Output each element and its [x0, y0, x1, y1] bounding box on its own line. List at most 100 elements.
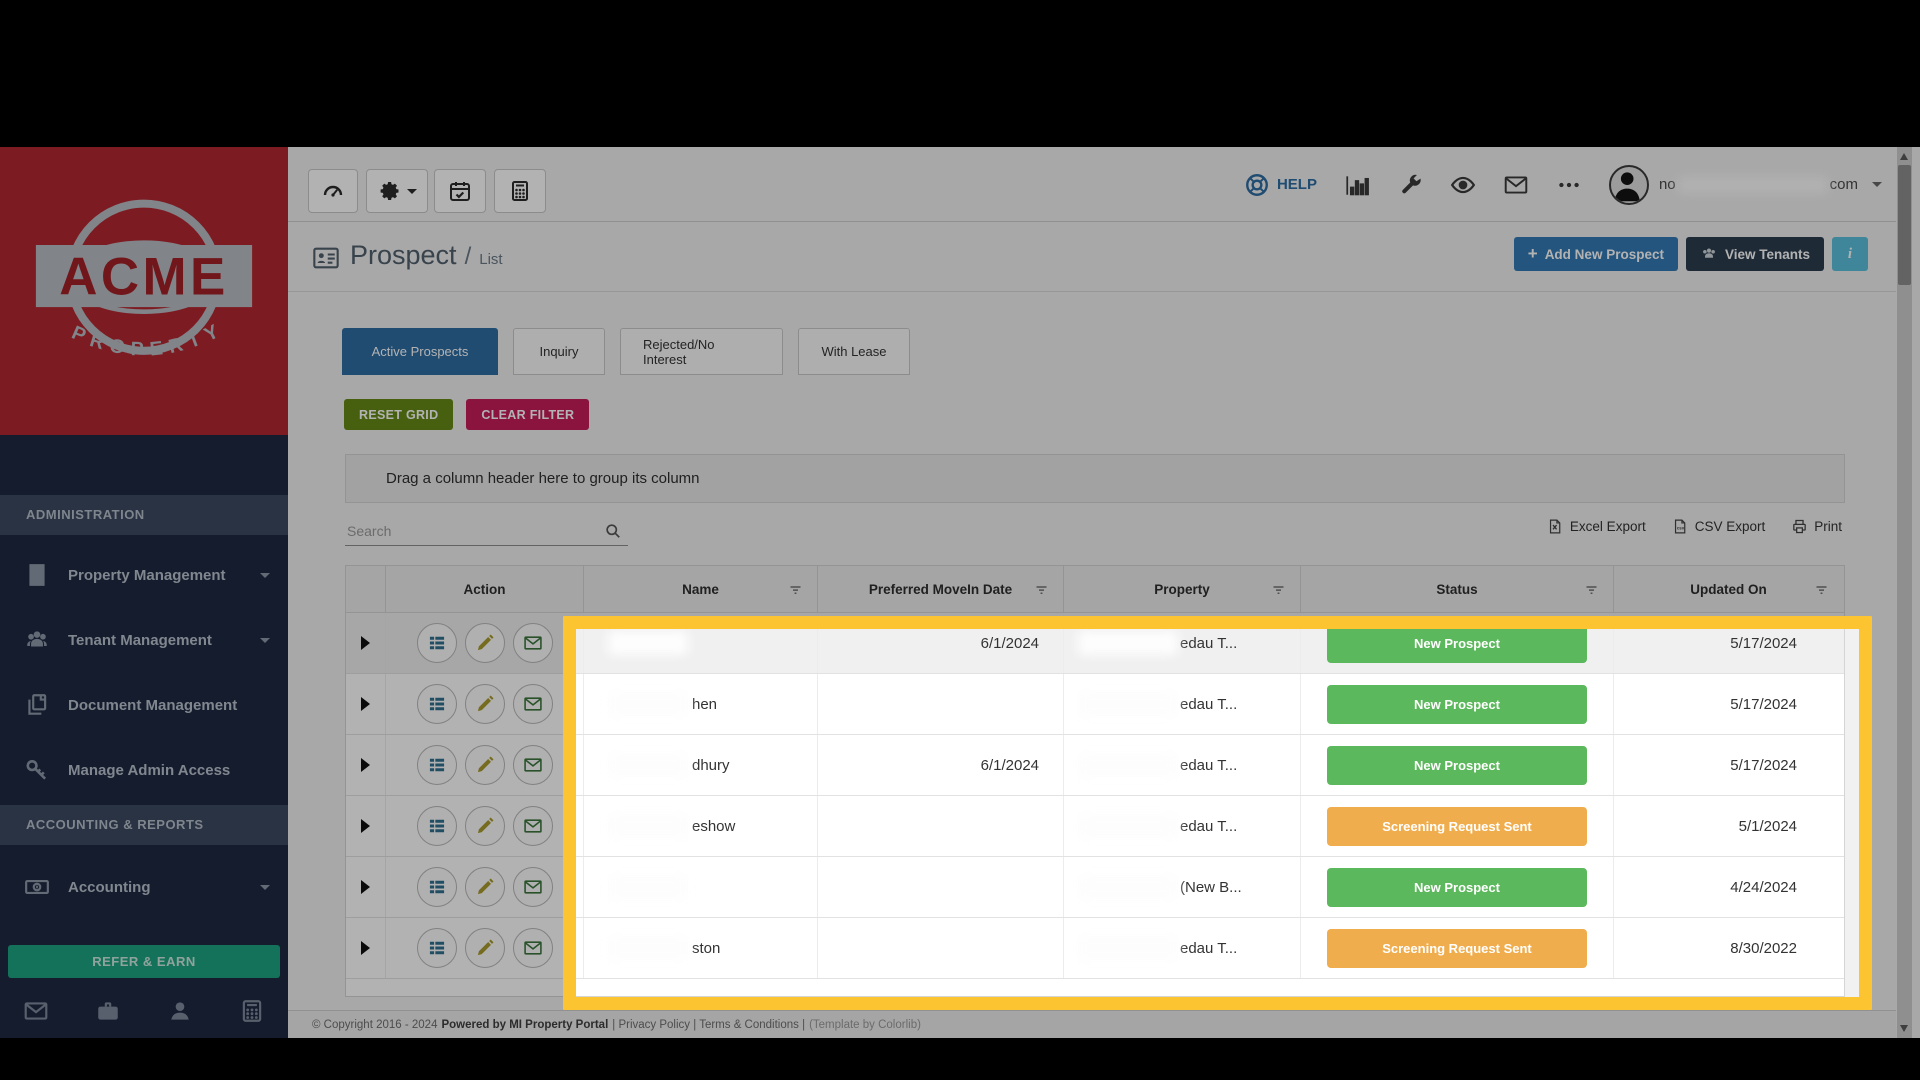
- scroll-down-arrow[interactable]: [1900, 1025, 1908, 1032]
- tab-with-lease[interactable]: With Lease: [798, 328, 910, 375]
- details-button[interactable]: [416, 867, 457, 907]
- sidebar-bottom-toolbar: [0, 989, 288, 1033]
- filter-icon[interactable]: [1034, 582, 1049, 597]
- property-visible-text: edau T...: [1180, 939, 1238, 957]
- email-redacted: [1677, 175, 1828, 194]
- row-expander[interactable]: [346, 918, 386, 978]
- add-new-prospect-button[interactable]: + Add New Prospect: [1513, 237, 1678, 271]
- header-status[interactable]: Status: [1301, 566, 1614, 612]
- edit-button[interactable]: [464, 745, 505, 785]
- edit-button[interactable]: [464, 806, 505, 846]
- email-button[interactable]: [512, 806, 553, 846]
- property-cell: (New B...: [1064, 857, 1301, 917]
- settings-menu-button[interactable]: [366, 169, 428, 213]
- help-button[interactable]: HELP: [1244, 172, 1317, 198]
- details-button[interactable]: [416, 684, 457, 724]
- filter-icon[interactable]: [1271, 582, 1286, 597]
- account-menu[interactable]: no com: [1608, 164, 1882, 205]
- status-badge: New Prospect: [1327, 867, 1587, 907]
- info-button[interactable]: i: [1832, 237, 1868, 271]
- header-preferred-movein-date[interactable]: Preferred MoveIn Date: [818, 566, 1064, 612]
- print-button[interactable]: Print: [1791, 518, 1842, 535]
- email-button[interactable]: [512, 867, 553, 907]
- scroll-up-arrow[interactable]: [1900, 153, 1908, 160]
- tools-wrench-icon[interactable]: [1397, 172, 1423, 198]
- edit-button[interactable]: [464, 867, 505, 907]
- name-cell: dhury: [584, 735, 818, 795]
- briefcase-icon[interactable]: [95, 998, 121, 1024]
- details-button[interactable]: [416, 623, 457, 663]
- email-button[interactable]: [512, 684, 553, 724]
- csv-file-icon: csv: [1674, 519, 1686, 534]
- header-action[interactable]: Action: [386, 566, 584, 612]
- sidebar-item-property-management[interactable]: Property Management: [0, 547, 288, 603]
- header-name[interactable]: Name: [584, 566, 818, 612]
- eye-icon[interactable]: [1450, 172, 1476, 198]
- pencil-icon: [477, 634, 493, 651]
- view-tenants-button[interactable]: View Tenants: [1685, 237, 1824, 271]
- movein-date-cell: [818, 674, 1064, 734]
- row-actions: [386, 674, 584, 734]
- svg-text:csv: csv: [1677, 525, 1685, 530]
- column-label: Preferred MoveIn Date: [868, 581, 1013, 597]
- csv-export-button[interactable]: csv CSV Export: [1672, 518, 1765, 535]
- calculator-button[interactable]: [494, 169, 546, 213]
- edit-button[interactable]: [464, 928, 505, 968]
- envelope-icon[interactable]: [23, 998, 49, 1024]
- tab-rejected-no-interest[interactable]: Rejected/No Interest: [620, 328, 783, 375]
- row-expander[interactable]: [346, 796, 386, 856]
- sidebar-item-accounting[interactable]: Accounting: [0, 859, 288, 915]
- search-input[interactable]: [345, 516, 628, 546]
- name-visible-text: ston: [692, 939, 721, 957]
- email-button[interactable]: [512, 623, 553, 663]
- company-logo[interactable]: ACME PROPERTY: [0, 147, 288, 435]
- person-icon[interactable]: [167, 998, 193, 1024]
- reports-chart-icon[interactable]: [1344, 172, 1370, 198]
- sidebar-item-tenant-management[interactable]: Tenant Management: [0, 612, 288, 668]
- email-button[interactable]: [512, 928, 553, 968]
- tab-active-prospects[interactable]: Active Prospects: [342, 328, 498, 375]
- sidebar-item-manage-admin-access[interactable]: Manage Admin Access: [0, 742, 288, 798]
- page-scrollbar[interactable]: [1897, 147, 1912, 1038]
- pencil-icon: [477, 756, 493, 773]
- clear-filter-button[interactable]: CLEAR FILTER: [466, 399, 590, 430]
- email-button[interactable]: [512, 745, 553, 785]
- filter-icon[interactable]: [1814, 582, 1829, 597]
- status-cell: Screening Request Sent: [1301, 918, 1614, 978]
- dashboard-button[interactable]: [308, 169, 358, 213]
- calculator-icon[interactable]: [239, 998, 265, 1024]
- details-button[interactable]: [416, 806, 457, 846]
- property-visible-text: (New B...: [1180, 878, 1242, 896]
- excel-export-button[interactable]: Excel Export: [1547, 518, 1646, 535]
- template-credit: (Template by Colorlib): [809, 1018, 921, 1031]
- prospect-grid-panel: Drag a column header here to group its c…: [345, 454, 1845, 997]
- more-options-icon[interactable]: [1556, 172, 1582, 198]
- details-button[interactable]: [416, 745, 457, 785]
- header-updated-on[interactable]: Updated On: [1614, 566, 1843, 612]
- sidebar-item-label: Property Management: [68, 566, 226, 584]
- header-property[interactable]: Property: [1064, 566, 1301, 612]
- scrollbar-thumb[interactable]: [1898, 165, 1911, 285]
- name-redacted: [608, 814, 688, 838]
- details-button[interactable]: [416, 928, 457, 968]
- sidebar-item-document-management[interactable]: Document Management: [0, 677, 288, 733]
- row-expander[interactable]: [346, 613, 386, 673]
- main-area: HELP: [288, 147, 1896, 1038]
- table-row: 6/1/2024 edau T... New Prospect 5/17/202…: [346, 613, 1844, 674]
- filter-icon[interactable]: [1584, 582, 1599, 597]
- footer-links[interactable]: | Privacy Policy | Terms & Conditions |: [612, 1018, 806, 1031]
- row-expander[interactable]: [346, 735, 386, 795]
- property-cell: edau T...: [1064, 918, 1301, 978]
- row-expander[interactable]: [346, 674, 386, 734]
- group-drop-zone[interactable]: Drag a column header here to group its c…: [345, 454, 1845, 503]
- filter-icon[interactable]: [788, 582, 803, 597]
- edit-button[interactable]: [464, 684, 505, 724]
- row-expander[interactable]: [346, 857, 386, 917]
- reset-grid-button[interactable]: RESET GRID: [344, 399, 454, 430]
- refer-and-earn-button[interactable]: REFER & EARN: [8, 945, 280, 978]
- edit-button[interactable]: [464, 623, 505, 663]
- tab-inquiry[interactable]: Inquiry: [513, 328, 605, 375]
- property-visible-text: edau T...: [1180, 817, 1238, 835]
- calendar-button[interactable]: [434, 169, 486, 213]
- messages-envelope-icon[interactable]: [1503, 172, 1529, 198]
